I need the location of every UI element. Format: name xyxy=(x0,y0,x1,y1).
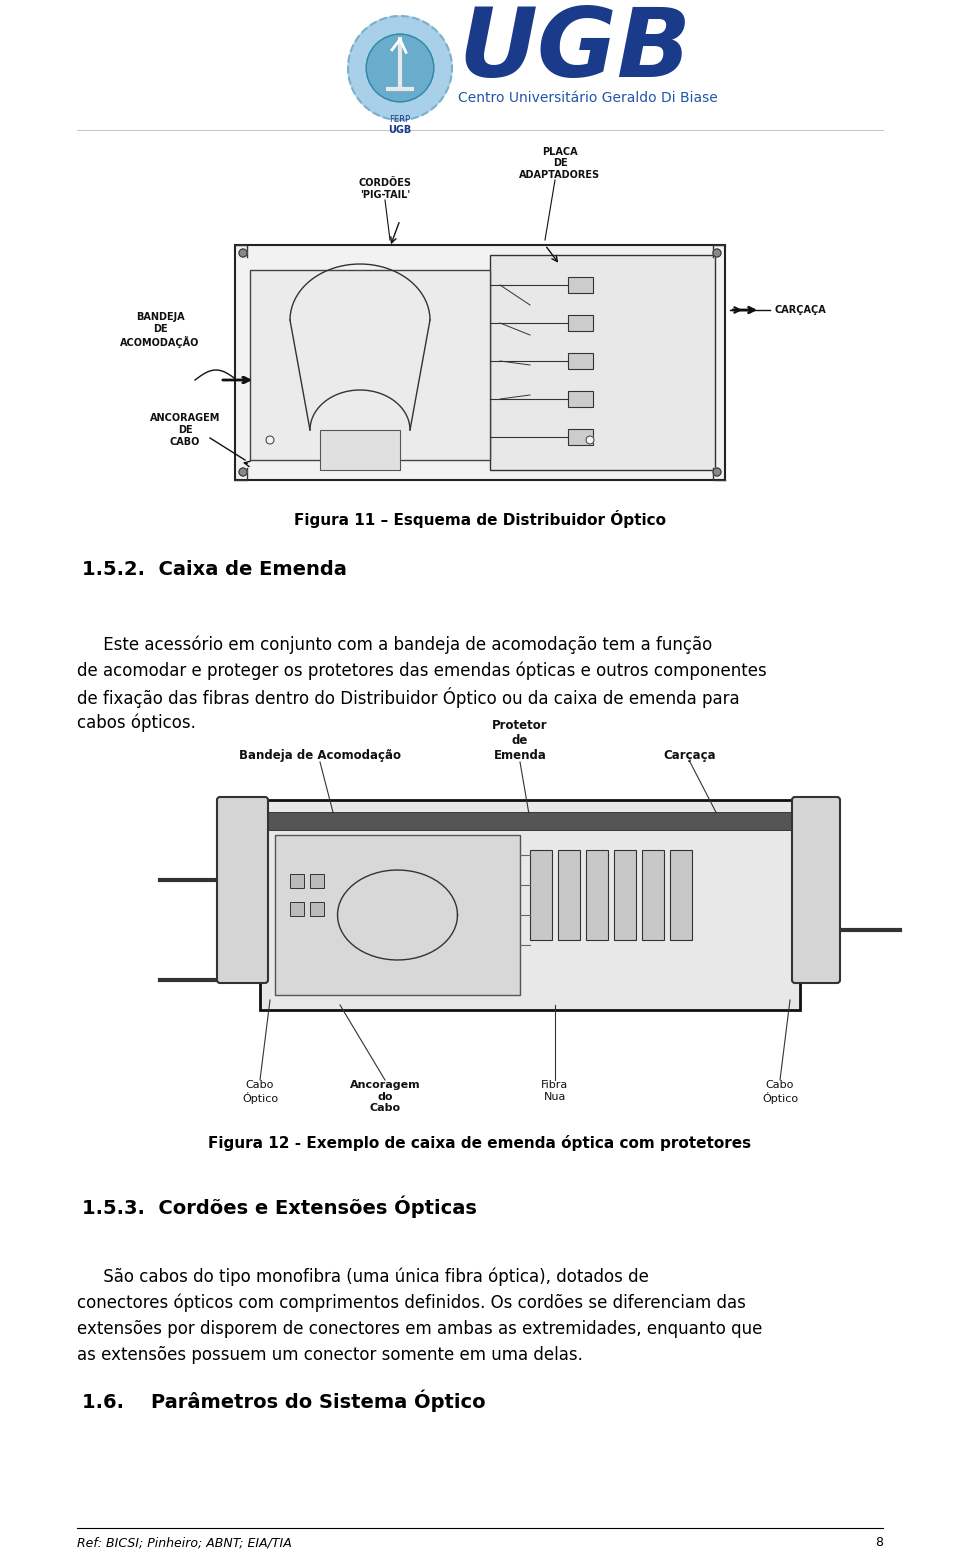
Bar xyxy=(642,850,664,939)
Text: 1.5.2.  Caixa de Emenda: 1.5.2. Caixa de Emenda xyxy=(82,560,347,578)
Circle shape xyxy=(239,467,247,477)
Text: 1.6.    Parâmetros do Sistema Óptico: 1.6. Parâmetros do Sistema Óptico xyxy=(82,1390,486,1413)
Bar xyxy=(568,391,593,406)
Circle shape xyxy=(266,436,274,444)
Bar xyxy=(195,159,760,489)
Text: PLACA
DE
ADAPTADORES: PLACA DE ADAPTADORES xyxy=(519,147,601,180)
Text: Cabo
Óptico: Cabo Óptico xyxy=(242,1080,278,1103)
Text: Ancoragem
do
Cabo: Ancoragem do Cabo xyxy=(349,1080,420,1113)
Text: ANCORAGEM
DE
CABO: ANCORAGEM DE CABO xyxy=(150,413,220,447)
Text: cabos ópticos.: cabos ópticos. xyxy=(77,713,196,731)
FancyBboxPatch shape xyxy=(792,797,840,983)
Text: Protetor
de
Emenda: Protetor de Emenda xyxy=(492,719,548,763)
Text: de acomodar e proteger os protetores das emendas ópticas e outros componentes: de acomodar e proteger os protetores das… xyxy=(77,661,767,680)
Bar xyxy=(558,850,580,939)
Bar xyxy=(310,902,324,916)
Circle shape xyxy=(366,34,434,102)
Circle shape xyxy=(586,436,594,444)
Text: BANDEJA
DE
ACOMODAÇÃO: BANDEJA DE ACOMODAÇÃO xyxy=(120,313,200,349)
Circle shape xyxy=(348,16,452,120)
Text: extensões por disporem de conectores em ambas as extremidades, enquanto que: extensões por disporem de conectores em … xyxy=(77,1321,762,1338)
Circle shape xyxy=(713,249,721,256)
Bar xyxy=(568,428,593,445)
Text: Ref: BICSI; Pinheiro; ABNT; EIA/TIA: Ref: BICSI; Pinheiro; ABNT; EIA/TIA xyxy=(77,1536,292,1549)
Text: Figura 12 - Exemplo de caixa de emenda óptica com protetores: Figura 12 - Exemplo de caixa de emenda ó… xyxy=(208,1135,752,1150)
Circle shape xyxy=(713,467,721,477)
Text: Figura 11 – Esquema de Distribuidor Óptico: Figura 11 – Esquema de Distribuidor Ópti… xyxy=(294,510,666,528)
Bar xyxy=(290,874,304,888)
Bar xyxy=(568,277,593,292)
Text: UGB: UGB xyxy=(458,3,691,97)
Bar xyxy=(614,850,636,939)
Bar xyxy=(310,874,324,888)
Text: São cabos do tipo monofibra (uma única fibra óptica), dotados de: São cabos do tipo monofibra (uma única f… xyxy=(77,1268,649,1286)
Text: CARÇAÇA: CARÇAÇA xyxy=(774,305,826,316)
Bar xyxy=(568,353,593,369)
Bar xyxy=(670,850,692,939)
Text: Centro Universitário Geraldo Di Biase: Centro Universitário Geraldo Di Biase xyxy=(458,91,718,105)
Text: Este acessório em conjunto com a bandeja de acomodação tem a função: Este acessório em conjunto com a bandeja… xyxy=(77,635,712,653)
Text: Fibra
Nua: Fibra Nua xyxy=(541,1080,568,1102)
Circle shape xyxy=(239,249,247,256)
Bar xyxy=(275,835,520,996)
Bar xyxy=(568,316,593,331)
Bar xyxy=(250,270,490,460)
Bar xyxy=(235,245,725,480)
Text: de fixação das fibras dentro do Distribuidor Óptico ou da caixa de emenda para: de fixação das fibras dentro do Distribu… xyxy=(77,688,739,708)
Bar xyxy=(530,850,552,939)
Text: UGB: UGB xyxy=(389,125,412,134)
Text: Cabo
Óptico: Cabo Óptico xyxy=(762,1080,798,1103)
Bar xyxy=(260,813,800,830)
Text: CORDÕES
'PIG-TAIL': CORDÕES 'PIG-TAIL' xyxy=(358,178,412,200)
Bar xyxy=(490,255,715,470)
Bar xyxy=(320,430,400,470)
Text: FERP: FERP xyxy=(390,116,411,123)
Text: as extensões possuem um conector somente em uma delas.: as extensões possuem um conector somente… xyxy=(77,1346,583,1364)
Bar xyxy=(586,850,608,939)
Bar xyxy=(290,902,304,916)
Text: 1.5.3.  Cordões e Extensões Ópticas: 1.5.3. Cordões e Extensões Ópticas xyxy=(82,1196,477,1218)
Text: conectores ópticos com comprimentos definidos. Os cordões se diferenciam das: conectores ópticos com comprimentos defi… xyxy=(77,1294,746,1313)
FancyBboxPatch shape xyxy=(217,797,268,983)
Text: Bandeja de Acomodação: Bandeja de Acomodação xyxy=(239,749,401,763)
Bar xyxy=(260,800,800,1010)
Text: Carçaça: Carçaça xyxy=(663,749,716,763)
Text: 8: 8 xyxy=(875,1536,883,1549)
